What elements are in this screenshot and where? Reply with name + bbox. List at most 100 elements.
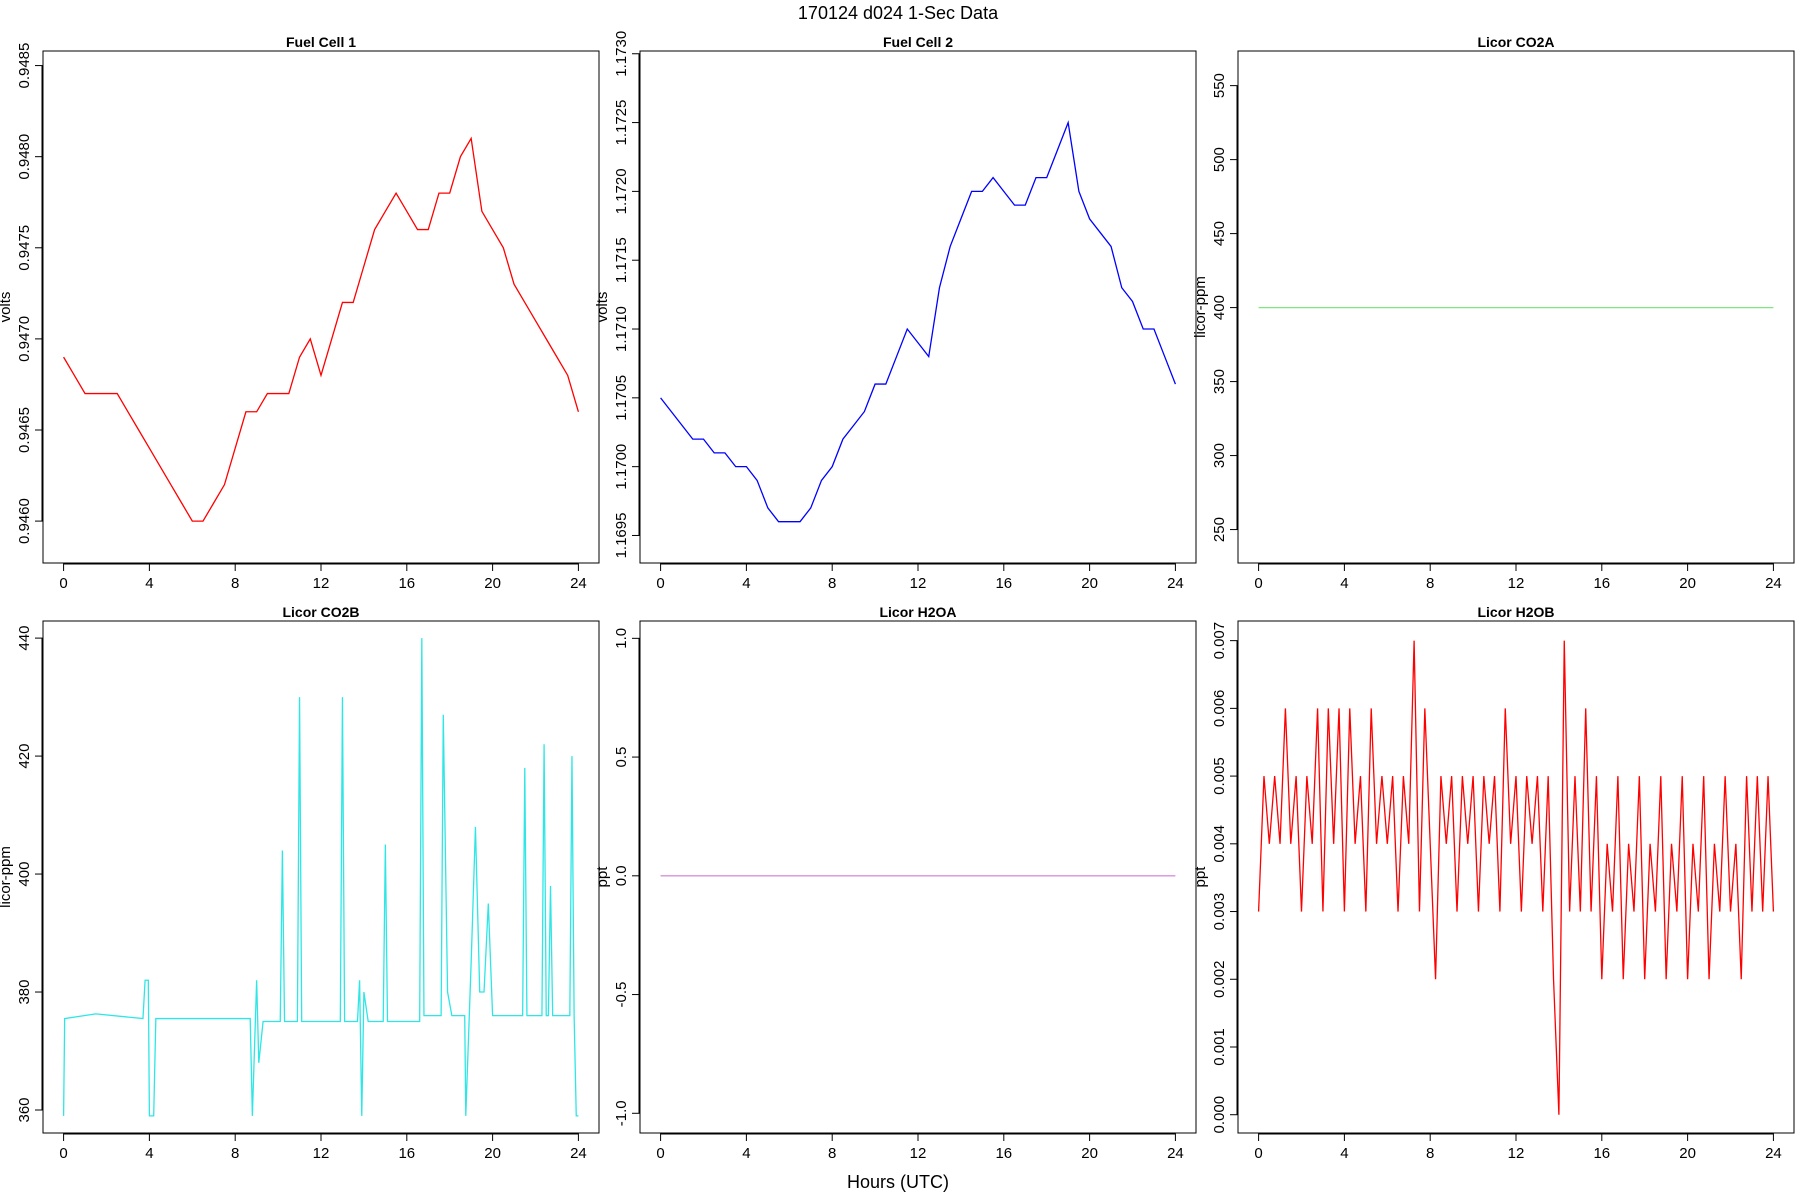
y-tick-label: 0.001 (1211, 1028, 1228, 1066)
plot-area (1257, 640, 1775, 1115)
y-tick-label: 450 (1211, 221, 1228, 246)
plot-frame (639, 620, 1197, 1134)
panel: Fuel Cell 2 volts 0 4 8 12 16 20 24 1.1695 1.1700 1… (594, 31, 1197, 592)
y-tick-label: 0.9480 (16, 134, 33, 180)
x-tick-label: 0 (656, 575, 664, 592)
panel-title: Licor H2OA (879, 604, 956, 620)
x-tick-label: 12 (910, 575, 927, 592)
x-tick-label: 12 (910, 1145, 927, 1162)
y-tick-label: 1.1695 (613, 513, 630, 559)
x-tick-label: 20 (484, 1145, 501, 1162)
x-tick-label: 8 (1426, 575, 1434, 592)
y-tick-label: 400 (16, 862, 33, 887)
panel-title: Licor CO2A (1477, 34, 1554, 50)
x-tick-label: 24 (570, 575, 587, 592)
panel: Licor CO2B licor-ppm 0 4 8 12 16 20 24 360 380 400 4… (0, 604, 600, 1162)
y-tick-label: 440 (16, 626, 33, 651)
panel: Licor CO2A licor-ppm 0 4 8 12 16 20 24 250 300 350 4… (1192, 34, 1795, 592)
y-tick-label: 0.9475 (16, 225, 33, 271)
y-tick-label: 550 (1211, 73, 1228, 98)
y-tick-label: 1.1730 (613, 31, 630, 77)
y-axis-label: volts (594, 292, 611, 323)
x-tick-label: 12 (1508, 1145, 1525, 1162)
x-tick-label: 4 (145, 575, 153, 592)
x-tick-label: 0 (59, 1145, 67, 1162)
y-tick-label: 300 (1211, 443, 1228, 468)
x-tick-label: 24 (1765, 1145, 1782, 1162)
y-tick-label: 0.003 (1211, 893, 1228, 931)
x-tick-label: 0 (1254, 575, 1262, 592)
x-tick-label: 20 (1081, 575, 1098, 592)
data-line (660, 120, 1177, 523)
panel-title: Fuel Cell 2 (883, 34, 953, 50)
y-axis-label: licor-ppm (1192, 276, 1209, 338)
x-tick-label: 24 (570, 1145, 587, 1162)
x-tick-label: 8 (828, 1145, 836, 1162)
plot-frame (639, 50, 1197, 564)
x-tick-label: 12 (1508, 575, 1525, 592)
y-tick-label: 500 (1211, 147, 1228, 172)
y-tick-label: 0.0 (613, 865, 630, 886)
plot-area (62, 638, 579, 1117)
panel-title: Licor CO2B (282, 604, 359, 620)
y-tick-label: 1.1720 (613, 168, 630, 214)
x-tick-label: 16 (995, 575, 1012, 592)
x-tick-label: 4 (742, 1145, 750, 1162)
panel: Licor H2OB ppt 0 4 8 12 16 20 24 0.000 0.001 0.002 0… (1192, 604, 1795, 1162)
plot-frame (42, 50, 600, 564)
y-tick-label: 0.9465 (16, 407, 33, 453)
y-tick-label: 0.9470 (16, 316, 33, 362)
y-tick-label: 0.9460 (16, 498, 33, 544)
y-tick-label: 1.1725 (613, 100, 630, 146)
plot-area (63, 136, 580, 522)
y-axis-label: licor-ppm (0, 846, 14, 908)
x-tick-label: 20 (1679, 575, 1696, 592)
y-tick-label: 420 (16, 744, 33, 769)
y-tick-label: 250 (1211, 517, 1228, 542)
x-tick-label: 8 (231, 575, 239, 592)
y-tick-label: 1.1700 (613, 444, 630, 490)
x-tick-label: 4 (145, 1145, 153, 1162)
plot-area (660, 120, 1177, 523)
panel: Licor H2OA ppt 0 4 8 12 16 20 24 -1.0 -0.5 0.0 0.5 1.… (594, 604, 1197, 1162)
x-tick-label: 16 (995, 1145, 1012, 1162)
x-tick-label: 20 (1081, 1145, 1098, 1162)
x-axis-label: Hours (UTC) (847, 1172, 949, 1192)
x-tick-label: 8 (231, 1145, 239, 1162)
x-tick-label: 4 (1340, 575, 1348, 592)
y-tick-label: 0.000 (1211, 1096, 1228, 1134)
x-tick-label: 8 (828, 575, 836, 592)
y-tick-label: 1.1715 (613, 237, 630, 283)
y-axis-label: ppt (594, 866, 611, 888)
x-tick-label: 24 (1167, 575, 1184, 592)
y-tick-label: 360 (16, 1097, 33, 1122)
x-tick-label: 8 (1426, 1145, 1434, 1162)
y-tick-label: 0.007 (1211, 622, 1228, 660)
y-tick-label: 0.002 (1211, 960, 1228, 998)
plot-frame (42, 620, 600, 1134)
y-tick-label: 0.5 (613, 747, 630, 768)
x-tick-label: 20 (1679, 1145, 1696, 1162)
y-tick-label: 1.0 (613, 628, 630, 649)
y-tick-label: -0.5 (613, 982, 630, 1008)
y-tick-label: 0.005 (1211, 757, 1228, 795)
x-tick-label: 16 (398, 1145, 415, 1162)
x-tick-label: 24 (1167, 1145, 1184, 1162)
y-tick-label: 380 (16, 980, 33, 1005)
y-tick-label: 0.9485 (16, 43, 33, 89)
x-tick-label: 12 (313, 1145, 330, 1162)
y-tick-label: 0.006 (1211, 690, 1228, 728)
y-tick-label: 400 (1211, 295, 1228, 320)
x-tick-label: 16 (1593, 575, 1610, 592)
x-tick-label: 12 (313, 575, 330, 592)
data-line (62, 638, 579, 1117)
data-line (1257, 640, 1775, 1115)
y-axis-label: volts (0, 292, 14, 323)
y-tick-label: 1.1710 (613, 306, 630, 352)
figure-title: 170124 d024 1-Sec Data (798, 3, 999, 23)
x-tick-label: 0 (1254, 1145, 1262, 1162)
x-tick-label: 24 (1765, 575, 1782, 592)
x-tick-label: 20 (484, 575, 501, 592)
x-tick-label: 16 (398, 575, 415, 592)
